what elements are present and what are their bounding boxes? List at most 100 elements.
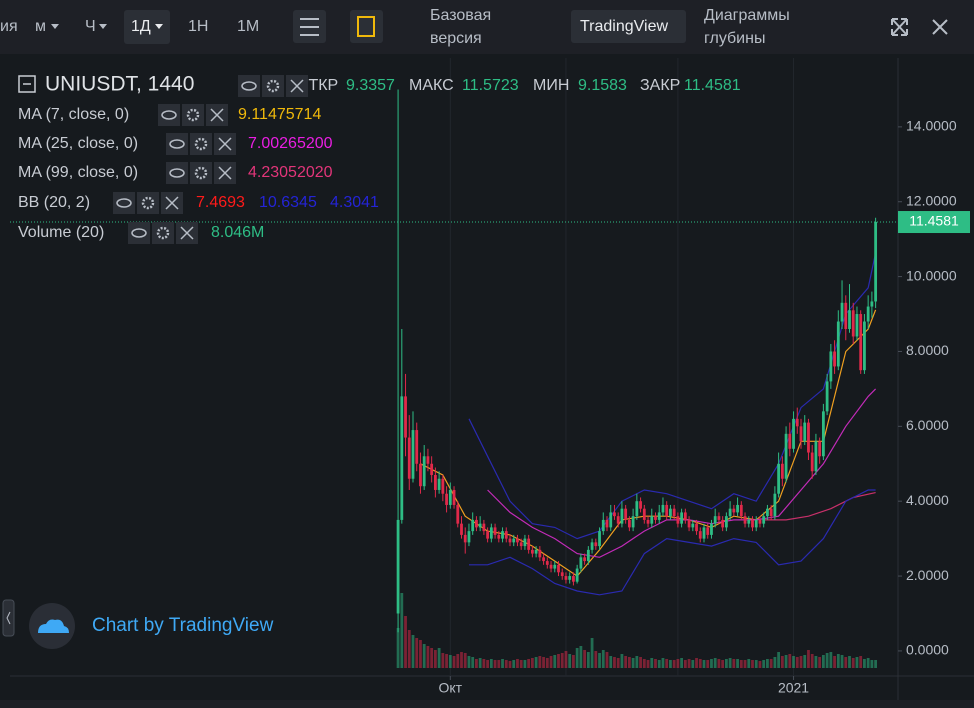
candle-body [777, 463, 781, 494]
candle-body [422, 456, 426, 487]
volume-bar [751, 660, 754, 668]
volume-bar [833, 656, 836, 668]
candle-body [825, 381, 829, 412]
indicator-line [763, 492, 876, 521]
settings-button[interactable] [152, 222, 174, 244]
candle-body [445, 493, 448, 505]
side-tab-arrow [6, 611, 11, 625]
interval[interactable]: 1М [237, 18, 259, 35]
basic-version[interactable]: Базовая [430, 7, 491, 24]
settings-button[interactable] [190, 133, 212, 155]
candle-body [863, 321, 866, 371]
interval[interactable]: 1Д [131, 18, 151, 35]
collapse-button[interactable] [18, 75, 36, 93]
volume-bar [489, 659, 493, 668]
volume-bar [501, 659, 504, 668]
close-button[interactable] [932, 19, 948, 35]
volume-bar [504, 660, 508, 668]
settings-button[interactable] [182, 104, 204, 126]
candle-body [441, 478, 445, 494]
interval[interactable]: м [35, 18, 46, 35]
candle-body [635, 501, 639, 517]
volume-bar [426, 646, 430, 668]
volume-bar [534, 657, 538, 668]
eye-icon [131, 228, 147, 238]
candle-body [654, 516, 657, 520]
basic-version[interactable]: версия [430, 30, 482, 47]
settings-button[interactable] [137, 192, 159, 214]
expand-button[interactable] [891, 18, 908, 36]
eye-button[interactable] [166, 133, 188, 155]
candle-body [851, 310, 855, 337]
eye-button[interactable] [113, 192, 135, 214]
candle-body [639, 501, 642, 509]
candle-body [583, 557, 587, 562]
candle-body [568, 576, 572, 580]
candle-body [501, 531, 504, 539]
depth-chart[interactable]: глубины [704, 30, 765, 47]
indicator-value: 8.046M [211, 224, 264, 241]
candle-body [836, 321, 840, 367]
volume-bar [810, 654, 814, 668]
indicator-name: Volume (20) [18, 224, 104, 241]
tradingview-tab[interactable] [571, 10, 686, 43]
candle-body [467, 531, 471, 543]
volume-bar [512, 660, 516, 668]
volume-bar [758, 661, 762, 668]
indicator-line [468, 252, 877, 540]
y-tick-label: 6.0000 [906, 417, 949, 433]
volume-bar [572, 655, 575, 668]
volume-bar [419, 640, 422, 668]
volume-bar [564, 651, 568, 668]
volume-bar [415, 638, 419, 668]
candle-body [669, 508, 672, 517]
interval[interactable]: ия [0, 18, 18, 35]
dropdown-arrow [51, 24, 59, 29]
volume-bar [627, 657, 631, 668]
volume-bar [445, 654, 448, 668]
volume-bar [870, 660, 874, 668]
x-tick-label: Окт [439, 680, 463, 696]
dropdown-arrow [99, 24, 107, 29]
eye-button[interactable] [128, 222, 150, 244]
interval[interactable]: 1Н [188, 18, 208, 35]
eye-button[interactable] [158, 104, 180, 126]
volume-bar [486, 660, 490, 668]
eye-button[interactable] [166, 162, 188, 184]
candle-body [493, 527, 497, 535]
candle-body [471, 519, 475, 532]
template-button[interactable] [350, 10, 383, 43]
volume-bar [456, 654, 460, 668]
ohlc-value: 9.3357 [346, 77, 395, 94]
y-tick-label: 0.0000 [906, 642, 949, 658]
candle-body [627, 519, 631, 528]
candle-body [766, 508, 769, 517]
ohlc-label: ЗАКР [640, 77, 680, 94]
volume-bar [568, 654, 572, 668]
candle-body [407, 437, 411, 479]
eye-button[interactable] [238, 75, 260, 97]
settings-button[interactable] [262, 75, 284, 97]
depth-chart[interactable]: Диаграммы [704, 7, 790, 24]
volume-bar [616, 658, 620, 668]
candle-body [598, 531, 601, 547]
interval[interactable]: Ч [85, 18, 96, 35]
volume-bar [866, 658, 870, 668]
remove-icon [165, 196, 179, 210]
candle-body [549, 564, 553, 569]
candle-body [743, 516, 747, 524]
candle-body [784, 433, 788, 479]
volume-bar [404, 616, 407, 668]
volume-bar [795, 657, 799, 668]
volume-bar [754, 660, 758, 668]
volume-bar [590, 638, 594, 668]
candle-body [404, 396, 407, 438]
side-tab[interactable] [2, 599, 15, 637]
volume-bar [441, 653, 445, 668]
settings-button[interactable] [190, 162, 212, 184]
candle-body [545, 561, 549, 565]
candle-body [840, 302, 844, 322]
volume-bar [646, 660, 650, 668]
candle-body [396, 519, 400, 614]
